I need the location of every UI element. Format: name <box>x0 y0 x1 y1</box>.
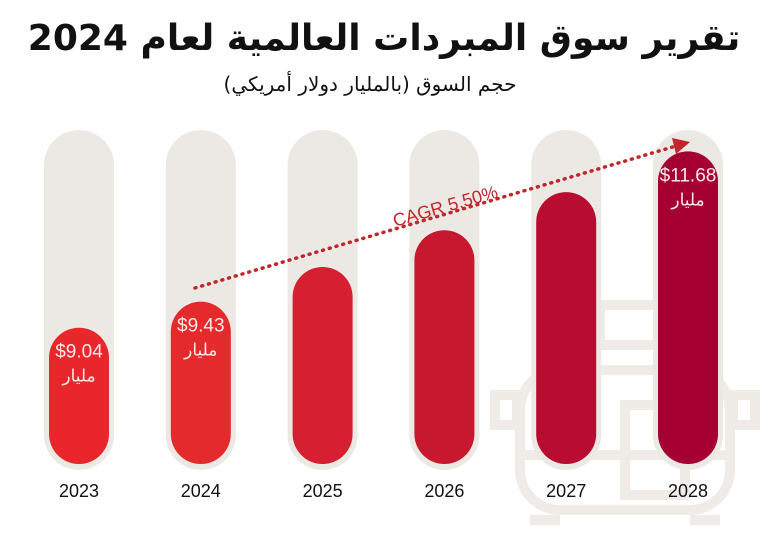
bar-2027 <box>536 192 597 464</box>
data-label-unit: مليار <box>183 341 217 361</box>
bar-2024 <box>170 301 231 464</box>
x-tick-label: 2023 <box>59 481 99 501</box>
x-tick-label: 2026 <box>424 481 464 501</box>
x-tick-label: 2025 <box>303 481 343 501</box>
bar-2028 <box>658 151 718 464</box>
chart-subtitle: حجم السوق (بالمليار دولار أمريكي) <box>223 72 517 96</box>
bar-2023 <box>49 327 109 464</box>
x-tick-label: 2024 <box>181 481 221 501</box>
arrow-head-icon <box>672 138 690 154</box>
data-label-value: $9.43 <box>177 316 225 337</box>
bar-2026 <box>414 230 475 464</box>
x-tick-label: 2028 <box>668 481 708 501</box>
data-label-value: $11.68 <box>660 165 717 186</box>
x-tick-label: 2027 <box>546 481 586 501</box>
bar-2025 <box>292 266 353 464</box>
chart-title: تقرير سوق المبردات العالمية لعام 2024 <box>27 18 741 59</box>
data-label-unit: مليار <box>61 367 95 387</box>
data-label-unit: مليار <box>670 190 704 210</box>
data-label-value: $9.04 <box>55 342 103 363</box>
